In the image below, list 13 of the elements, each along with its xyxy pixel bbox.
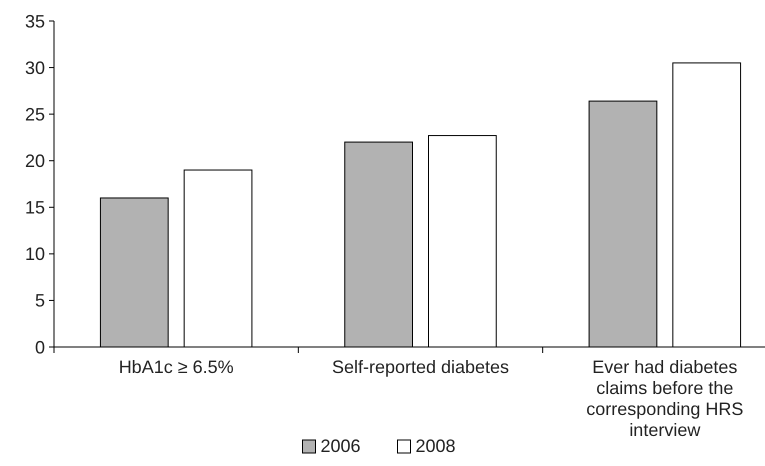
x-tick-label: Self-reported diabetes bbox=[332, 357, 510, 377]
y-tick-label: 20 bbox=[24, 151, 45, 172]
y-tick-label: 35 bbox=[24, 11, 45, 32]
y-tick-label: 30 bbox=[24, 58, 45, 78]
y-tick-label: 5 bbox=[34, 290, 45, 311]
y-tick-label: 15 bbox=[24, 198, 45, 218]
legend-label: 2008 bbox=[416, 436, 456, 456]
y-tick-label: 10 bbox=[24, 244, 45, 264]
y-tick-label: 0 bbox=[34, 337, 45, 358]
legend-label: 2006 bbox=[320, 436, 361, 456]
x-tick-label: Ever had diabetes claims before the corresponding HRS interview bbox=[586, 357, 744, 440]
y-tick-label: 25 bbox=[24, 104, 45, 124]
x-tick-label: HbA1c ≥ 6.5% bbox=[118, 357, 234, 377]
